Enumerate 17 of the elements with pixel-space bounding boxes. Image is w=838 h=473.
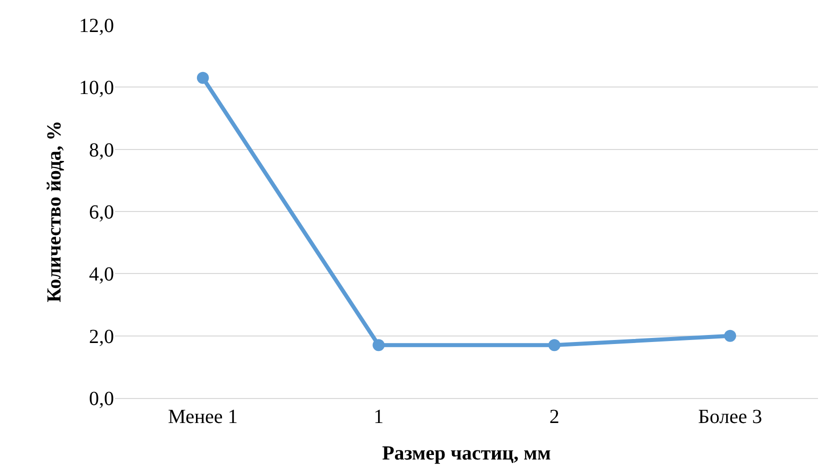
y-tick-label: 8,0 <box>89 139 114 162</box>
y-tick-label: 0,0 <box>89 388 114 410</box>
point <box>372 339 385 352</box>
y-tick-label: 6,0 <box>89 202 114 224</box>
y-tick-label: 2,0 <box>89 326 114 348</box>
point <box>196 72 209 84</box>
y-axis-title: Количество йода, % <box>44 120 66 302</box>
y-tick-label: 10,0 <box>79 77 114 100</box>
point <box>724 330 736 342</box>
x-tick-label: Менее 1 <box>168 406 238 428</box>
x-axis-title: Размер частиц, мм <box>382 442 551 464</box>
y-tick-label: 4,0 <box>89 264 114 286</box>
x-tick-label: Более 3 <box>698 406 762 428</box>
y-tick-label: 12,0 <box>79 15 114 37</box>
point <box>548 339 560 352</box>
x-tick-label: 1 <box>374 406 384 428</box>
x-tick-label: 2 <box>549 406 560 428</box>
